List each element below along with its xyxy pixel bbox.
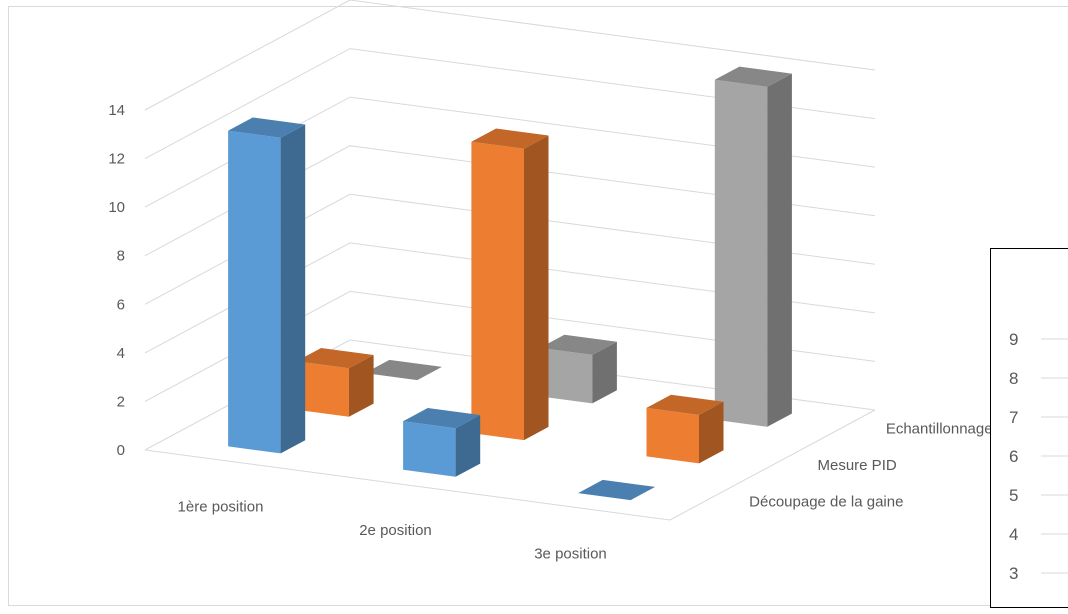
category-label: 3e position [534,545,607,562]
series-label: Découpage de la gaine [749,494,903,511]
bar [714,66,792,427]
category-label: 2e position [359,522,432,539]
grid-lines [144,0,876,521]
y-tick-label: 0 [117,442,125,459]
gridline [144,242,876,354]
gridline [144,145,876,257]
y-tick-label: 14 [108,102,125,119]
y-tick-label: 4 [117,345,125,362]
gridline [144,290,876,402]
bar [296,348,374,417]
y-tick-label: 2 [117,393,125,410]
gridline [144,339,876,451]
inset-tick-label: 9 [1009,330,1018,349]
inset-tick-label: 8 [1009,369,1018,388]
chart-plot: 0 2 4 6 8 10 12 14 1ère position 2e position 3e po… [108,0,1052,562]
bar [539,334,617,404]
y-tick-label: 10 [108,199,125,216]
y-tick-label: 12 [108,151,125,168]
inset-tick-label: 6 [1009,447,1018,466]
bars [228,66,792,501]
category-label: 1ère position [178,499,264,516]
floor-edge [144,409,876,521]
bar [403,408,481,477]
gridline [144,0,876,111]
gridline [144,96,876,208]
inset-tick-label: 4 [1009,525,1018,544]
gridline [144,193,876,305]
bar [471,128,549,441]
inset-tick-label: 7 [1009,408,1018,427]
y-tick-label: 8 [117,248,125,265]
inset-tick-label: 3 [1009,564,1018,583]
gridline [144,48,876,160]
series-label: Mesure PID [818,457,897,474]
bar [228,117,306,454]
bar [364,359,442,381]
inset-axis: 9 8 7 6 5 4 3 [1009,330,1068,583]
bar [578,479,656,501]
bar [646,394,724,464]
inset-chart-frame: 9 8 7 6 5 4 3 [990,248,1068,608]
inset-tick-label: 5 [1009,486,1018,505]
y-tick-label: 6 [117,296,125,313]
